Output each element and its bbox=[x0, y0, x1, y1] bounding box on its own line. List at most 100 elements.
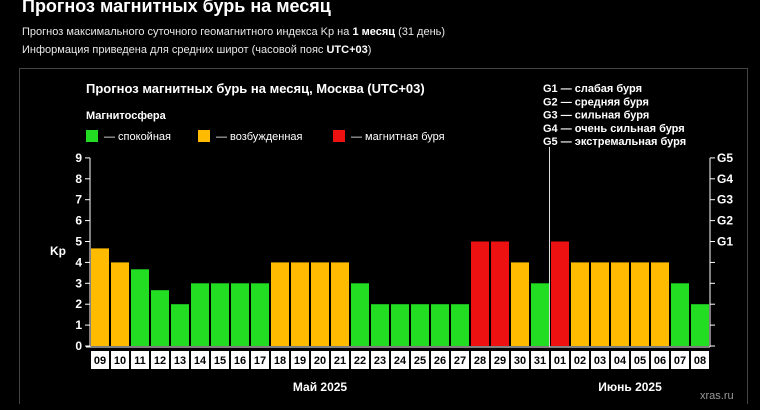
kp-forecast-chart: Прогноз магнитных бурь на месяц, Москва … bbox=[50, 81, 734, 402]
x-tick-box-30 bbox=[511, 351, 529, 369]
bar-12 bbox=[151, 290, 169, 346]
bar-31 bbox=[531, 283, 549, 346]
legend-title: Магнитосфера bbox=[86, 110, 167, 122]
latitude-close: ) bbox=[367, 44, 372, 56]
bar-03 bbox=[591, 262, 609, 346]
x-tick-label-02: 02 bbox=[574, 355, 586, 367]
x-tick-box-20 bbox=[311, 351, 329, 369]
x-tick-label-10: 10 bbox=[114, 355, 126, 367]
x-tick-box-13 bbox=[171, 351, 189, 369]
month-label-2: Июнь 2025 bbox=[598, 380, 662, 394]
description-text: Прогноз максимального суточного геомагни… bbox=[22, 26, 350, 38]
forecast-description: Прогноз максимального суточного геомагни… bbox=[22, 26, 445, 38]
g-scale-item-5: G5 — экстремальная буря bbox=[543, 136, 686, 148]
bar-17 bbox=[251, 283, 269, 346]
x-tick-label-12: 12 bbox=[154, 355, 166, 367]
bar-26 bbox=[431, 304, 449, 346]
legend-label-1: — спокойная bbox=[104, 131, 171, 143]
x-tick-box-28 bbox=[471, 351, 489, 369]
g-scale-item-3: G3 — сильная буря bbox=[543, 110, 649, 122]
x-tick-label-18: 18 bbox=[274, 355, 286, 367]
bar-19 bbox=[291, 262, 309, 346]
x-tick-box-22 bbox=[351, 351, 369, 369]
bar-18 bbox=[271, 262, 289, 346]
x-tick-box-21 bbox=[331, 351, 349, 369]
x-tick-label-03: 03 bbox=[594, 355, 606, 367]
bar-30 bbox=[511, 262, 529, 346]
latitude-note: Информация приведена для средних широт (… bbox=[22, 44, 371, 56]
bar-14 bbox=[191, 283, 209, 346]
x-tick-box-03 bbox=[591, 351, 609, 369]
x-tick-box-11 bbox=[131, 351, 149, 369]
x-tick-box-19 bbox=[291, 351, 309, 369]
x-tick-box-10 bbox=[111, 351, 129, 369]
bar-15 bbox=[211, 283, 229, 346]
x-tick-box-27 bbox=[451, 351, 469, 369]
bar-11 bbox=[131, 269, 149, 346]
bar-08 bbox=[691, 304, 709, 346]
y-tick-label-8: 8 bbox=[75, 172, 82, 186]
bar-25 bbox=[411, 304, 429, 346]
x-tick-label-22: 22 bbox=[354, 355, 366, 367]
y-tick-label-1: 1 bbox=[75, 318, 82, 332]
bar-10 bbox=[111, 262, 129, 346]
y-axis-label: Kp bbox=[50, 244, 66, 258]
y-tick-label-9: 9 bbox=[75, 151, 82, 165]
x-tick-label-25: 25 bbox=[414, 355, 426, 367]
x-tick-label-13: 13 bbox=[174, 355, 186, 367]
latitude-text: Информация приведена для средних широт (… bbox=[22, 44, 324, 56]
bars bbox=[91, 241, 709, 346]
legend-label-3: — магнитная буря bbox=[351, 131, 445, 143]
bar-24 bbox=[391, 304, 409, 346]
x-tick-box-07 bbox=[671, 351, 689, 369]
bar-20 bbox=[311, 262, 329, 346]
x-tick-label-14: 14 bbox=[194, 355, 207, 367]
y-tick-label-4: 4 bbox=[75, 255, 82, 269]
legend-swatch-2 bbox=[198, 130, 210, 142]
y-tick-label-3: 3 bbox=[75, 276, 82, 290]
x-tick-label-01: 01 bbox=[554, 355, 566, 367]
x-tick-label-21: 21 bbox=[334, 355, 346, 367]
x-tick-box-24 bbox=[391, 351, 409, 369]
x-tick-box-08 bbox=[691, 351, 709, 369]
x-tick-box-16 bbox=[231, 351, 249, 369]
y-tick-label-2: 2 bbox=[75, 297, 82, 311]
x-tick-label-31: 31 bbox=[534, 355, 546, 367]
x-tick-box-05 bbox=[631, 351, 649, 369]
month-labels: Май 2025 Июнь 2025 bbox=[293, 380, 662, 394]
x-tick-label-17: 17 bbox=[254, 355, 266, 367]
timezone-bold: UTC+03 bbox=[326, 44, 368, 56]
right-tick-label-g2: G2 bbox=[717, 214, 733, 228]
legend: — спокойная — возбужденная — магнитная бур… bbox=[86, 130, 445, 143]
bar-09 bbox=[91, 248, 109, 346]
bar-16 bbox=[231, 283, 249, 346]
bar-28 bbox=[471, 241, 489, 346]
bar-05 bbox=[631, 262, 649, 346]
x-tick-label-24: 24 bbox=[394, 355, 407, 367]
axes: 0 1 2 3 4 5 6 7 8 9 G1 G2 G3 G4 G5 Kp bbox=[50, 146, 733, 353]
y-tick-label-7: 7 bbox=[75, 193, 82, 207]
y-tick-label-6: 6 bbox=[75, 214, 82, 228]
g-scale-item-1: G1 — слабая буря bbox=[543, 83, 642, 95]
x-tick-label-09: 09 bbox=[94, 355, 106, 367]
x-tick-box-15 bbox=[211, 351, 229, 369]
x-tick-box-01 bbox=[551, 351, 569, 369]
x-tick-label-05: 05 bbox=[634, 355, 646, 367]
x-tick-label-04: 04 bbox=[614, 355, 627, 367]
bar-02 bbox=[571, 262, 589, 346]
x-tick-box-06 bbox=[651, 351, 669, 369]
x-tick-label-19: 19 bbox=[294, 355, 306, 367]
x-tick-label-15: 15 bbox=[214, 355, 226, 367]
bar-29 bbox=[491, 241, 509, 346]
x-tick-label-06: 06 bbox=[654, 355, 666, 367]
x-tick-box-31 bbox=[531, 351, 549, 369]
x-tick-label-07: 07 bbox=[674, 355, 686, 367]
bar-21 bbox=[331, 262, 349, 346]
bar-13 bbox=[171, 304, 189, 346]
x-tick-label-29: 29 bbox=[494, 355, 506, 367]
x-tick-box-09 bbox=[91, 351, 109, 369]
right-tick-label-g4: G4 bbox=[717, 172, 733, 186]
x-tick-label-26: 26 bbox=[434, 355, 446, 367]
watermark: xras.ru bbox=[700, 390, 734, 402]
x-tick-label-16: 16 bbox=[234, 355, 246, 367]
